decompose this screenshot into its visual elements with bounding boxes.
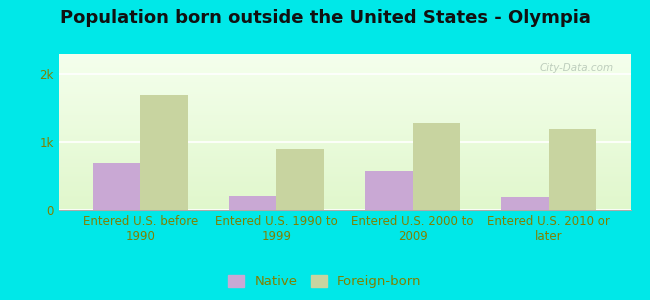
Bar [92, 163, 140, 210]
Text: City-Data.com: City-Data.com [540, 63, 614, 74]
Bar [140, 95, 188, 210]
Text: Population born outside the United States - Olympia: Population born outside the United State… [60, 9, 590, 27]
Legend: Native, Foreign-born: Native, Foreign-born [223, 269, 427, 293]
Bar [413, 123, 460, 210]
Bar [229, 196, 276, 210]
Bar [365, 171, 413, 210]
Bar [501, 197, 549, 210]
Bar [276, 149, 324, 210]
Bar [549, 129, 597, 210]
